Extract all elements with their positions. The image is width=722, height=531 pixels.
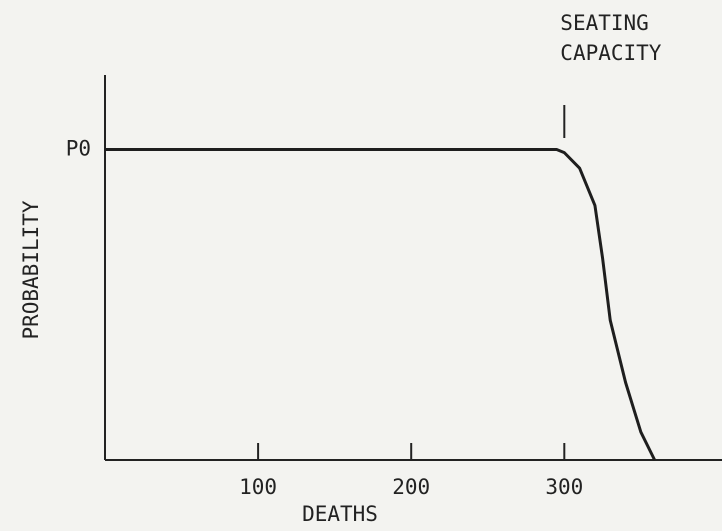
x-axis-label: DEATHS — [302, 502, 378, 526]
x-tick-label: 100 — [239, 475, 277, 499]
y-tick-label: P0 — [66, 137, 91, 161]
annotation-text: SEATING — [560, 11, 649, 35]
x-tick-label: 300 — [545, 475, 583, 499]
data-line — [105, 148, 656, 461]
annotation-text: CAPACITY — [560, 41, 662, 65]
x-tick-label: 200 — [392, 475, 430, 499]
y-axis-label: PROBABILITY — [19, 200, 43, 339]
